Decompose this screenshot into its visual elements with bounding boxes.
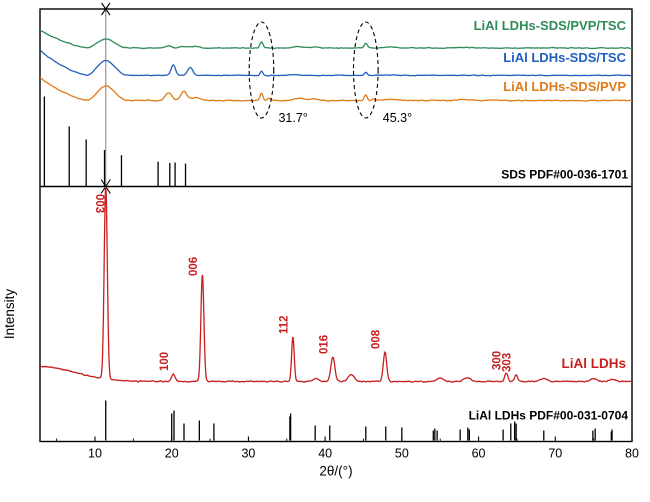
svg-text:20: 20 bbox=[165, 447, 179, 461]
svg-text:LiAl LDHs: LiAl LDHs bbox=[561, 356, 626, 371]
svg-text:31.7°: 31.7° bbox=[278, 111, 307, 125]
svg-text:Intensity: Intensity bbox=[2, 289, 17, 340]
svg-text:LiAl LDHs PDF#00-031-0704: LiAl LDHs PDF#00-031-0704 bbox=[469, 409, 629, 423]
svg-text:LiAl LDHs-SDS/PVP: LiAl LDHs-SDS/PVP bbox=[503, 79, 626, 94]
svg-text:003: 003 bbox=[93, 194, 105, 213]
svg-text:008: 008 bbox=[370, 329, 382, 349]
svg-text:50: 50 bbox=[395, 447, 409, 461]
svg-text:006: 006 bbox=[188, 257, 200, 276]
svg-text:016: 016 bbox=[318, 335, 330, 354]
svg-text:10: 10 bbox=[88, 447, 102, 461]
svg-text:SDS PDF#00-036-1701: SDS PDF#00-036-1701 bbox=[501, 168, 628, 182]
svg-text:LiAl LDHs-SDS/PVP/TSC: LiAl LDHs-SDS/PVP/TSC bbox=[474, 18, 627, 33]
svg-text:60: 60 bbox=[472, 447, 486, 461]
svg-text:70: 70 bbox=[548, 447, 562, 461]
svg-text:45.3°: 45.3° bbox=[383, 111, 412, 125]
svg-text:303: 303 bbox=[502, 353, 514, 372]
svg-text:LiAl LDHs-SDS/TSC: LiAl LDHs-SDS/TSC bbox=[503, 50, 626, 65]
svg-text:100: 100 bbox=[159, 352, 171, 371]
svg-text:40: 40 bbox=[318, 447, 332, 461]
svg-text:112: 112 bbox=[278, 315, 290, 334]
svg-text:30: 30 bbox=[241, 447, 255, 461]
svg-text:80: 80 bbox=[625, 447, 639, 461]
svg-text:2θ/(°): 2θ/(°) bbox=[319, 464, 352, 479]
